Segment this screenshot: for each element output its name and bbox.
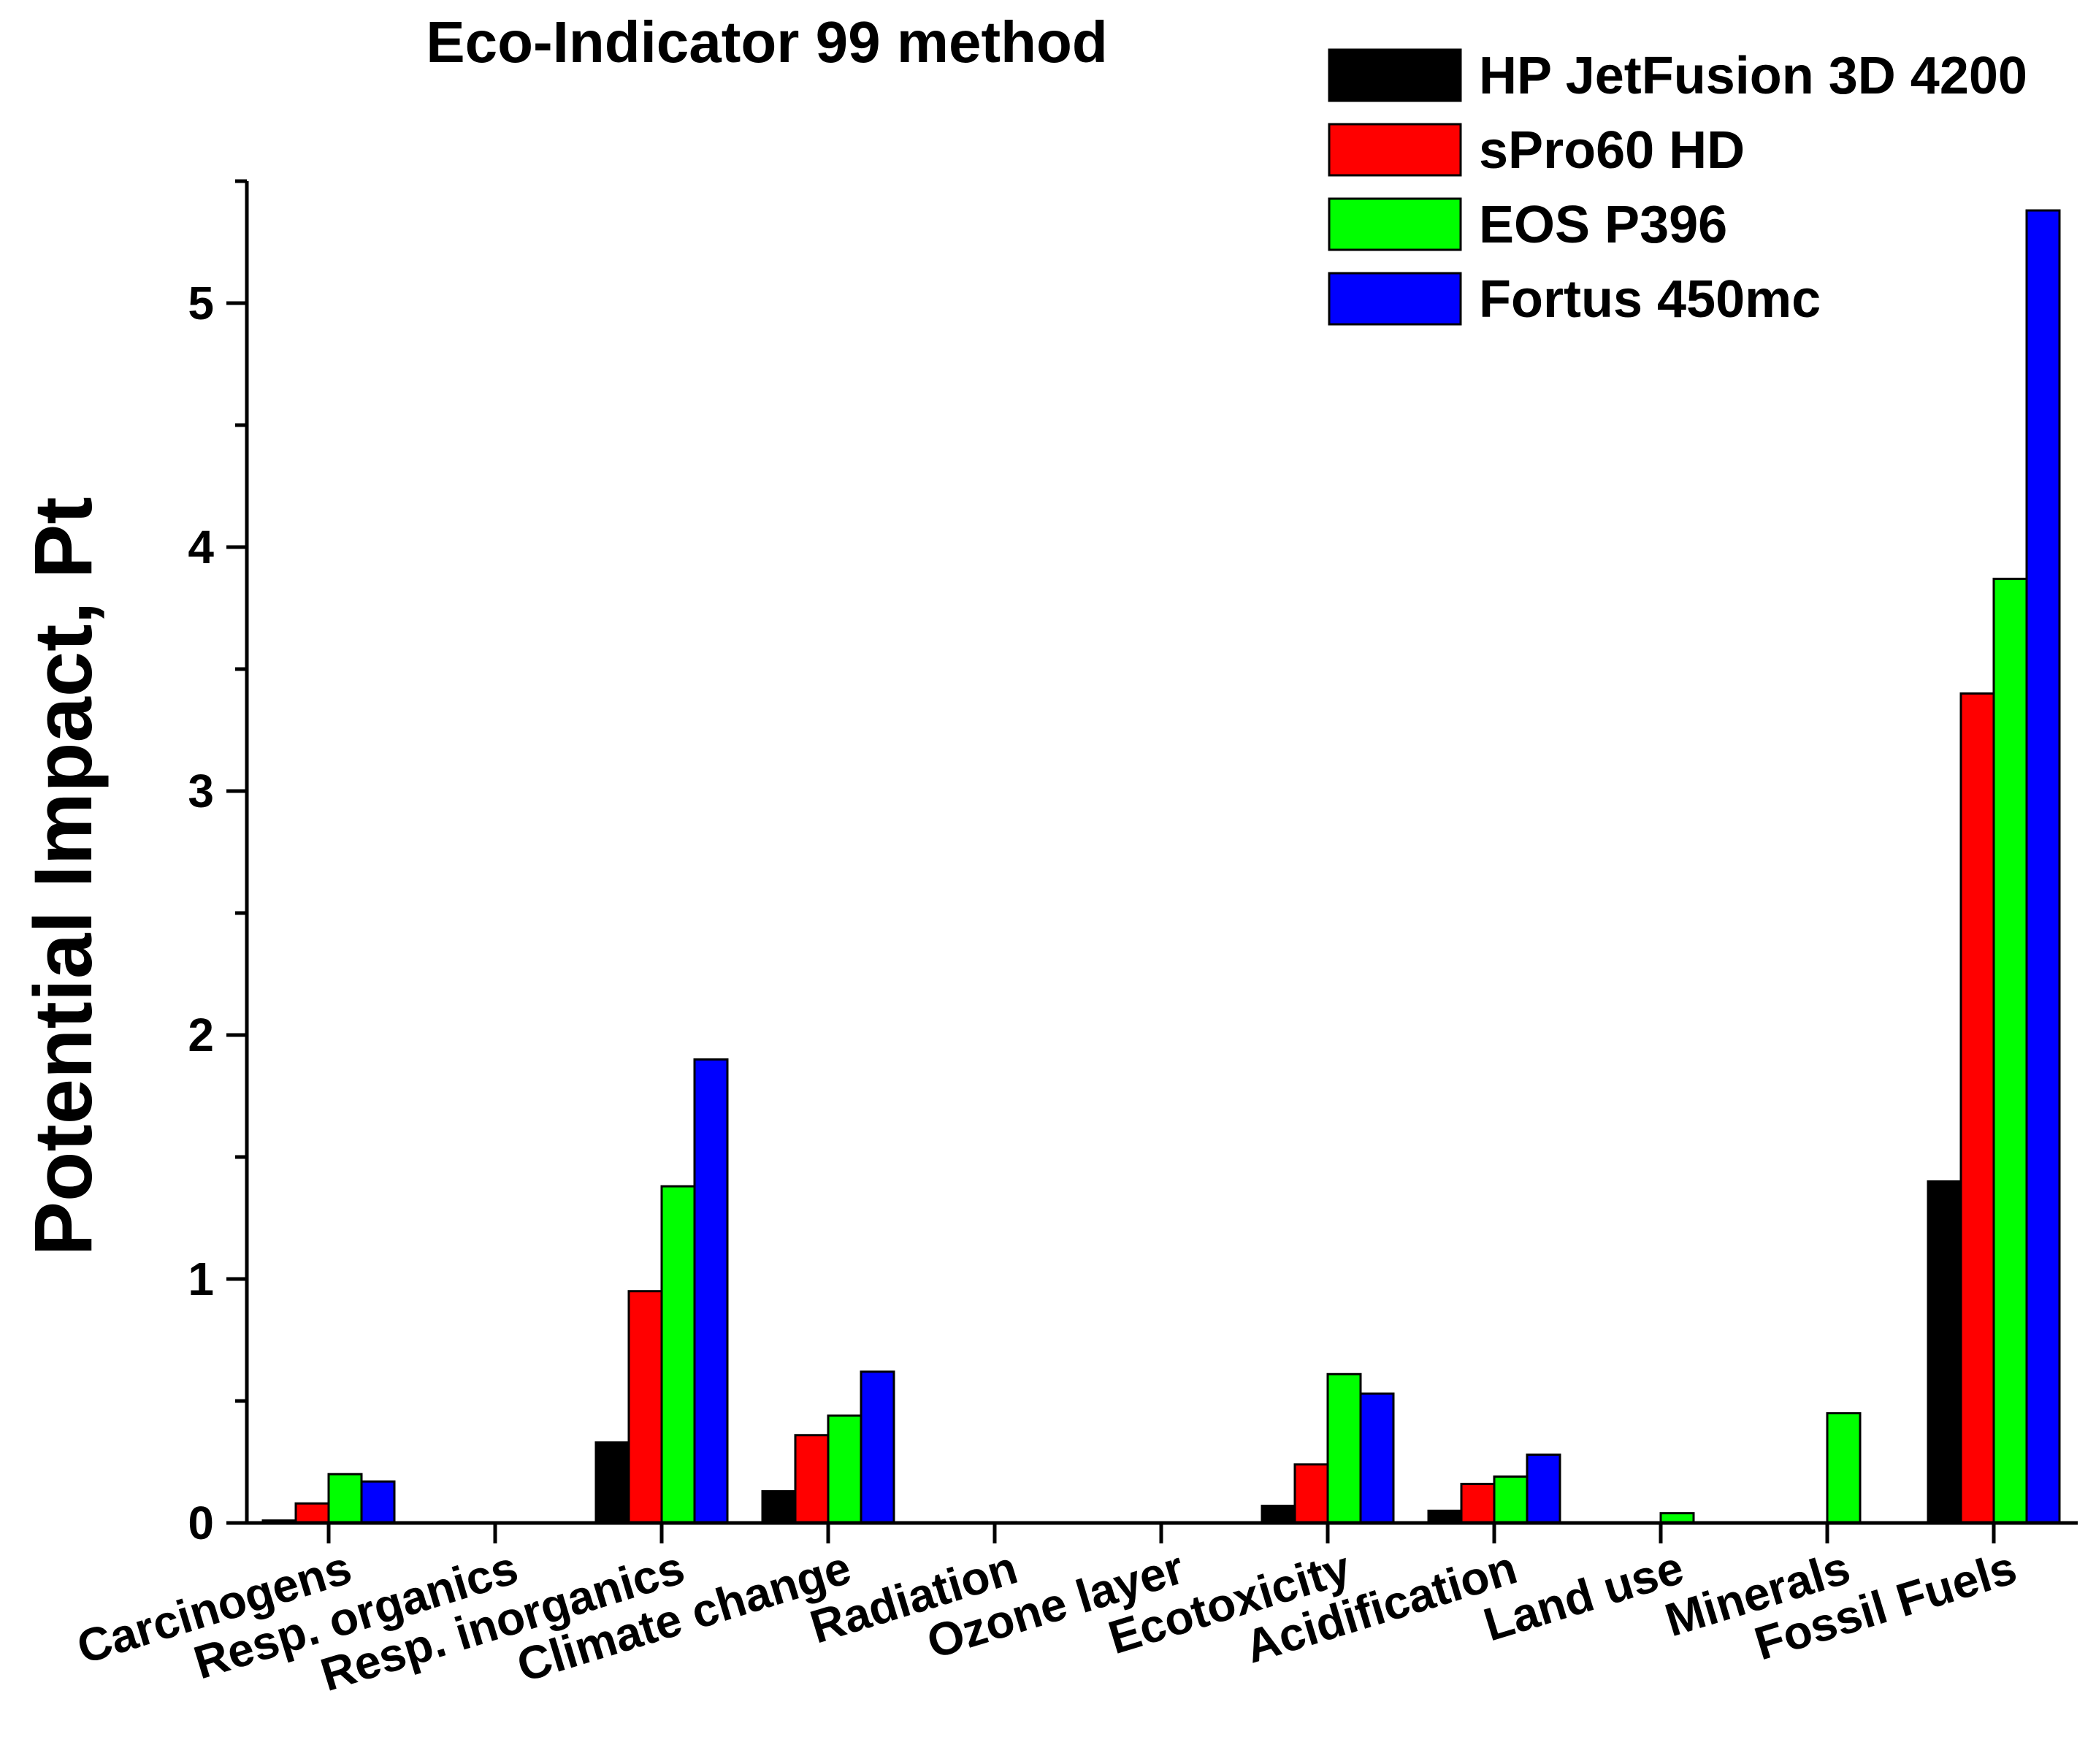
bar-eos-p396-climate-change [827, 1414, 863, 1524]
bar-hp-jetfusion-3d-4200-climate-change [761, 1490, 797, 1524]
chart-title: Eco-Indicator 99 method [426, 9, 1107, 75]
bar-spro60-hd-climate-change [794, 1434, 830, 1524]
bar-spro60-hd-ecotoxicity [1293, 1463, 1329, 1524]
bar-eos-p396-carcinogens [327, 1473, 363, 1524]
bar-eos-p396-fossil-fuels [1992, 577, 2028, 1524]
bar-fortus-450mc-climate-change [860, 1370, 895, 1524]
legend-label: sPro60 HD [1479, 121, 1745, 180]
bar-hp-jetfusion-3d-4200-resp-inorganics [594, 1441, 630, 1524]
bars-group [261, 209, 2061, 1524]
bar-eos-p396-minerals [1826, 1412, 1862, 1524]
bar-fortus-450mc-fossil-fuels [2025, 209, 2061, 1524]
bar-fortus-450mc-acidification [1526, 1453, 1561, 1524]
bar-spro60-hd-resp-inorganics [627, 1290, 663, 1524]
bar-hp-jetfusion-3d-4200-ecotoxicity [1261, 1505, 1296, 1524]
y-tick-label: 1 [188, 1253, 214, 1305]
y-tick-label: 0 [188, 1497, 214, 1549]
legend-swatch [1328, 123, 1462, 177]
y-tick-label: 2 [188, 1009, 214, 1061]
legend-label: EOS P396 [1479, 196, 1727, 254]
legend-swatch [1328, 272, 1462, 326]
legend-swatch [1328, 48, 1462, 102]
y-tick-label: 5 [188, 277, 214, 329]
bar-hp-jetfusion-3d-4200-fossil-fuels [1927, 1180, 1962, 1524]
legend-swatch [1328, 197, 1462, 251]
bar-fortus-450mc-ecotoxicity [1359, 1392, 1395, 1524]
bar-spro60-hd-acidification [1460, 1483, 1496, 1524]
y-tick-label: 4 [188, 521, 214, 573]
bar-fortus-450mc-carcinogens [360, 1480, 396, 1524]
legend-label: HP JetFusion 3D 4200 [1479, 47, 2027, 105]
bar-eos-p396-resp-inorganics [660, 1185, 696, 1524]
bar-spro60-hd-fossil-fuels [1959, 692, 1995, 1524]
legend: HP JetFusion 3D 4200 sPro60 HD EOS P396 For… [1328, 47, 2027, 329]
bar-eos-p396-acidification [1493, 1475, 1529, 1524]
bar-eos-p396-ecotoxicity [1326, 1372, 1362, 1524]
legend-label: Fortus 450mc [1479, 270, 1821, 329]
bar-fortus-450mc-resp-inorganics [693, 1058, 729, 1524]
bar-spro60-hd-carcinogens [294, 1502, 330, 1524]
bar-hp-jetfusion-3d-4200-acidification [1427, 1509, 1463, 1524]
y-axis-label: Potential Impact, Pt [18, 497, 109, 1256]
y-tick-label: 3 [188, 765, 214, 817]
